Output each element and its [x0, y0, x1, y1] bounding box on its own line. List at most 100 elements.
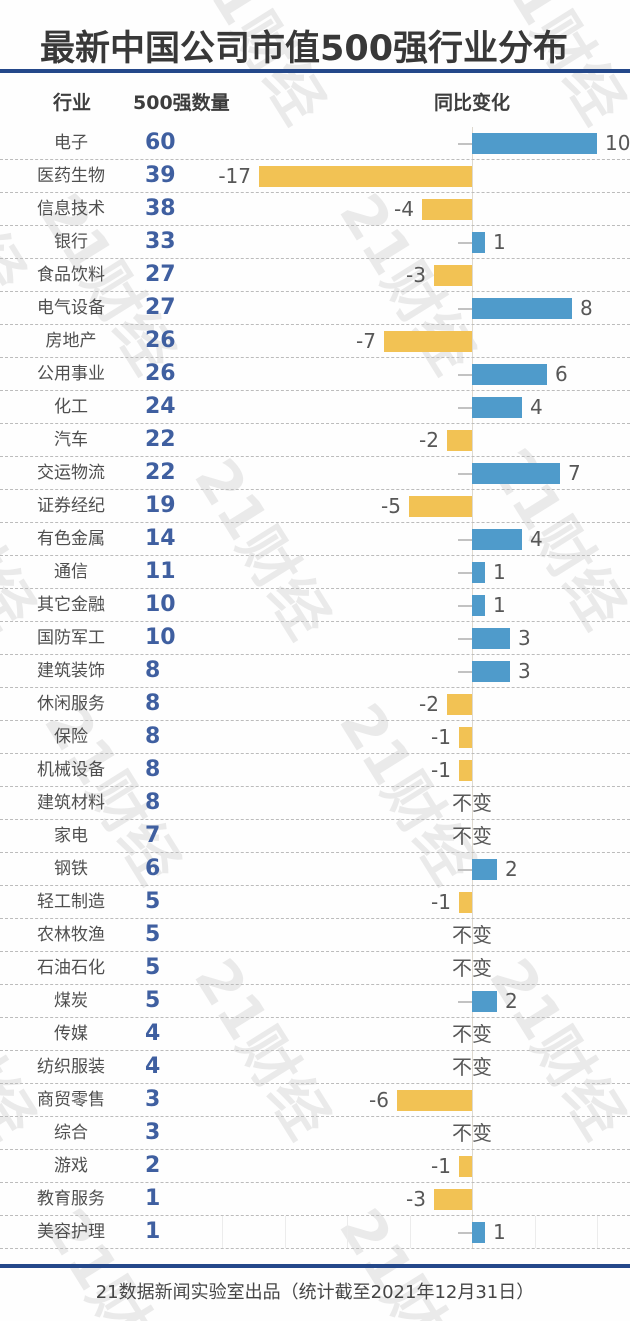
table-row: 石油石化 5 不变	[0, 952, 630, 985]
change-value-label: -3	[406, 1187, 426, 1211]
increase-bar	[472, 562, 485, 583]
table-row: 煤炭 5 2	[0, 985, 630, 1018]
decrease-bar	[447, 430, 472, 451]
count-value: 33	[145, 229, 176, 254]
axis-tick	[458, 374, 472, 376]
count-value: 4	[145, 1054, 161, 1079]
count-value: 6	[145, 856, 161, 881]
axis-tick	[458, 407, 472, 409]
increase-bar	[472, 859, 497, 880]
industry-label: 煤炭	[54, 991, 88, 1011]
table-row: 农林牧渔 5 不变	[0, 919, 630, 952]
change-value-label: -6	[369, 1088, 389, 1112]
change-value-label: 4	[530, 395, 543, 419]
increase-bar	[472, 298, 572, 319]
count-value: 2	[145, 1153, 161, 1178]
industry-label: 证券经纪	[37, 496, 105, 516]
count-value: 39	[145, 163, 176, 188]
top-rule-line	[0, 69, 630, 73]
table-row: 国防军工 10 3	[0, 622, 630, 655]
table-row: 证券经纪 19 -5	[0, 490, 630, 523]
table-row: 保险 8 -1	[0, 721, 630, 754]
table-row: 信息技术 38 -4	[0, 193, 630, 226]
change-value-label: 不变	[452, 824, 492, 848]
axis-tick	[458, 671, 472, 673]
gridline	[347, 1216, 348, 1248]
chart-rows: 电子 60 10 医药生物 39 -17 信息技术 38 -4 银行 33 1 食品饮料 27 -3 电气设备…	[0, 127, 630, 1249]
decrease-bar	[459, 1156, 472, 1177]
decrease-bar	[397, 1090, 472, 1111]
increase-bar	[472, 397, 522, 418]
zero-axis-line	[472, 127, 473, 1249]
table-row: 纺织服装 4 不变	[0, 1051, 630, 1084]
change-value-label: 7	[568, 461, 581, 485]
change-value-label: 不变	[452, 923, 492, 947]
industry-label: 国防军工	[37, 628, 105, 648]
increase-bar	[472, 1222, 485, 1243]
change-value-label: 1	[493, 230, 506, 254]
change-value-label: 1	[493, 593, 506, 617]
count-value: 22	[145, 460, 176, 485]
industry-label: 轻工制造	[37, 892, 105, 912]
table-row: 传媒 4 不变	[0, 1018, 630, 1051]
table-row: 公用事业 26 6	[0, 358, 630, 391]
count-value: 8	[145, 691, 161, 716]
industry-label: 其它金融	[37, 595, 105, 615]
industry-label: 保险	[54, 727, 88, 747]
industry-label: 建筑材料	[37, 793, 105, 813]
table-row: 游戏 2 -1	[0, 1150, 630, 1183]
gridline	[222, 1216, 223, 1248]
count-value: 8	[145, 790, 161, 815]
axis-tick	[458, 638, 472, 640]
change-value-label: -5	[381, 494, 401, 518]
increase-bar	[472, 232, 485, 253]
count-value: 27	[145, 295, 176, 320]
count-value: 22	[145, 427, 176, 452]
industry-label: 美容护理	[37, 1222, 105, 1242]
count-value: 4	[145, 1021, 161, 1046]
change-value-label: 3	[518, 659, 531, 683]
industry-label: 钢铁	[54, 859, 88, 879]
count-value: 7	[145, 823, 161, 848]
change-value-label: 6	[555, 362, 568, 386]
increase-bar	[472, 661, 510, 682]
change-value-label: 10	[605, 131, 630, 155]
change-value-label: 2	[505, 989, 518, 1013]
count-value: 3	[145, 1120, 161, 1145]
table-row: 汽车 22 -2	[0, 424, 630, 457]
industry-label: 食品饮料	[37, 265, 105, 285]
table-row: 休闲服务 8 -2	[0, 688, 630, 721]
change-value-label: -3	[406, 263, 426, 287]
increase-bar	[472, 595, 485, 616]
change-value-label: 不变	[452, 791, 492, 815]
count-value: 38	[145, 196, 176, 221]
table-row: 家电 7 不变	[0, 820, 630, 853]
count-value: 1	[145, 1186, 161, 1211]
industry-label: 房地产	[45, 331, 97, 351]
change-value-label: -1	[431, 758, 451, 782]
table-row: 医药生物 39 -17	[0, 160, 630, 193]
page-title: 最新中国公司市值500强行业分布	[40, 29, 569, 69]
gridline	[597, 1216, 598, 1248]
count-value: 11	[145, 559, 176, 584]
change-value-label: -2	[419, 428, 439, 452]
axis-tick	[458, 143, 472, 145]
axis-tick	[458, 308, 472, 310]
table-row: 其它金融 10 1	[0, 589, 630, 622]
count-value: 27	[145, 262, 176, 287]
count-value: 24	[145, 394, 176, 419]
industry-label: 有色金属	[37, 529, 105, 549]
industry-label: 石油石化	[37, 958, 105, 978]
count-value: 19	[145, 493, 176, 518]
change-value-label: -1	[431, 890, 451, 914]
change-value-label: -4	[394, 197, 414, 221]
industry-label: 传媒	[54, 1024, 88, 1044]
industry-label: 商贸零售	[37, 1090, 105, 1110]
table-row: 食品饮料 27 -3	[0, 259, 630, 292]
bottom-rule-line	[0, 1264, 630, 1268]
axis-tick	[458, 242, 472, 244]
change-value-label: -1	[431, 1154, 451, 1178]
increase-bar	[472, 133, 597, 154]
count-value: 5	[145, 955, 161, 980]
